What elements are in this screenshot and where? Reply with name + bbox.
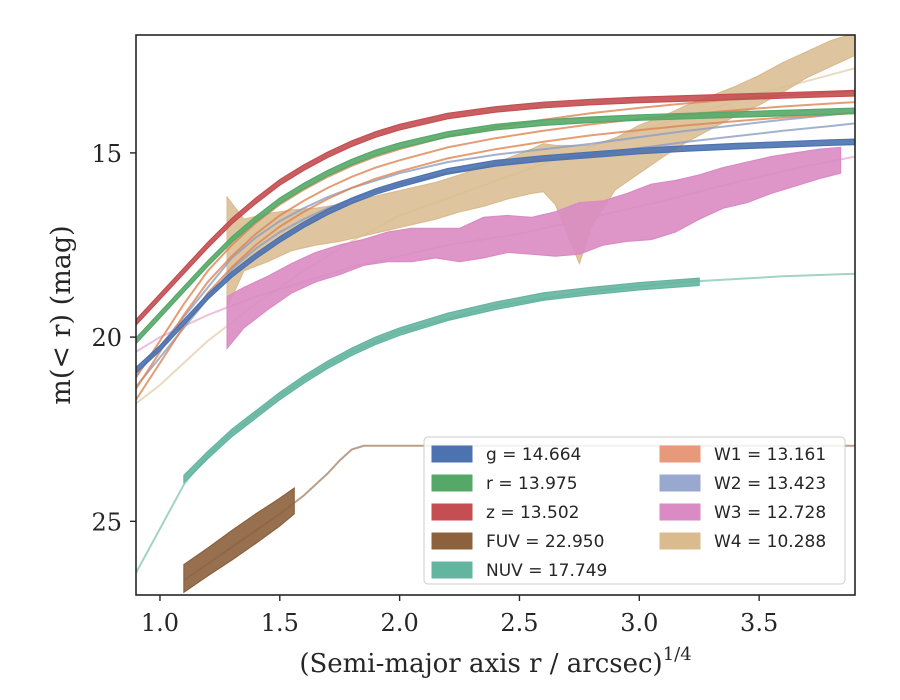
- legend-label: W4 = 10.288: [714, 532, 826, 552]
- series-w2-line-1: [136, 111, 855, 377]
- legend-swatch: [659, 474, 701, 492]
- x-tick-label: 1.5: [261, 609, 299, 637]
- series-z-band: [136, 89, 855, 326]
- legend-label: NUV = 17.749: [486, 561, 607, 581]
- series-g-band: [136, 138, 855, 374]
- legend-label: g = 14.664: [486, 445, 581, 465]
- plot-frame: [135, 34, 856, 596]
- series-w1-line-1: [136, 90, 855, 379]
- series-nuv-band: [183, 277, 700, 485]
- y-axis-label: m(< r) (mag): [46, 225, 77, 404]
- legend-swatch: [431, 445, 473, 463]
- legend-swatch: [431, 474, 473, 492]
- legend-swatch: [659, 532, 701, 550]
- axis-ticks: 1.0 1.5 2.0 2.5 3.0 3.5 15 20 25: [91, 140, 778, 637]
- legend-label: FUV = 22.950: [486, 532, 604, 552]
- legend-label: W1 = 13.161: [714, 445, 826, 465]
- legend-label: r = 13.975: [486, 474, 578, 494]
- plot-area: [136, 35, 855, 594]
- y-tick-label: 25: [91, 508, 122, 536]
- legend-swatch: [431, 532, 473, 550]
- x-tick-label: 1.0: [141, 609, 179, 637]
- series-fuv-band: [183, 487, 295, 594]
- legend-label: W3 = 12.728: [714, 503, 826, 523]
- x-tick-label: 2.5: [500, 609, 538, 637]
- series-w1-line-3: [136, 112, 855, 401]
- x-tick-label: 2.0: [381, 609, 419, 637]
- x-tick-label: 3.0: [620, 609, 658, 637]
- x-tick-label: 3.5: [740, 609, 778, 637]
- y-tick-label: 15: [91, 140, 122, 168]
- legend-swatch: [659, 503, 701, 521]
- legend-label: W2 = 13.423: [714, 474, 826, 494]
- y-tick-label: 20: [91, 324, 122, 352]
- legend-swatch: [659, 445, 701, 463]
- legend: g = 14.664 r = 13.975 z = 13.502 FUV = 22.9…: [423, 436, 846, 585]
- legend-swatch: [431, 503, 473, 521]
- series-w3-band: [226, 146, 842, 350]
- legend-box: [423, 436, 846, 585]
- x-axis-label: (Semi-major axis r / arcsec)1/4: [299, 644, 691, 679]
- series-r-band: [136, 107, 855, 345]
- legend-label: z = 13.502: [486, 503, 579, 523]
- legend-swatch: [431, 561, 473, 579]
